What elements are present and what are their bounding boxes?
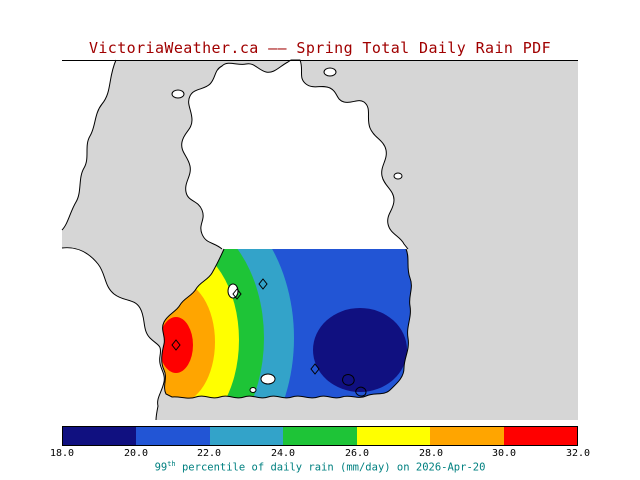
station-marker [310, 363, 320, 375]
colorbar-tick-label: 22.0 [196, 448, 222, 459]
colorbar-segment-yellow [356, 427, 431, 445]
island-outline [342, 374, 355, 386]
colorbar-segment-orange [430, 427, 504, 445]
page-title: VictoriaWeather.ca —— Spring Total Daily… [88, 39, 552, 57]
station-marker [258, 278, 268, 290]
colorbar-tick-label: 30.0 [491, 448, 517, 459]
colorbar-tick-label: 24.0 [270, 448, 296, 459]
contour-band-red [161, 317, 193, 373]
caption: 99th percentile of daily rain (mm/day) o… [0, 460, 640, 474]
island [171, 89, 185, 99]
caption-prefix: 99 [154, 461, 168, 474]
colorbar-segment-navy [63, 427, 137, 445]
colorbar-tick-label: 26.0 [344, 448, 370, 459]
lake [249, 387, 257, 393]
colorbar-segment-blue [136, 427, 210, 445]
colorbar-tick-label: 20.0 [123, 448, 149, 459]
island-outline [355, 386, 367, 397]
island [323, 67, 337, 77]
lake [227, 283, 239, 299]
colorbar-tick-label: 32.0 [565, 448, 591, 459]
coastline-central [181, 59, 409, 250]
colorbar-segment-green [283, 427, 357, 445]
caption-text: percentile of daily rain (mm/day) on 202… [175, 461, 486, 474]
coastline-data-region [161, 248, 412, 399]
lake [260, 373, 276, 385]
colorbar-tick-label: 28.0 [418, 448, 444, 459]
landmass-central [181, 60, 408, 249]
landmass-west [62, 60, 116, 230]
station-marker [232, 288, 242, 300]
caption-superscript: th [167, 460, 176, 468]
island [393, 172, 403, 180]
station-marker [171, 339, 181, 351]
contour-band-navy [313, 308, 407, 392]
colorbar-tick-label: 18.0 [49, 448, 75, 459]
coastline-west [61, 59, 117, 231]
colorbar-segment-cyan [209, 427, 284, 445]
colorbar-segment-red [503, 427, 577, 445]
colorbar [62, 426, 578, 446]
landmass-southwest [62, 247, 165, 420]
coastline-southwest [61, 247, 165, 421]
